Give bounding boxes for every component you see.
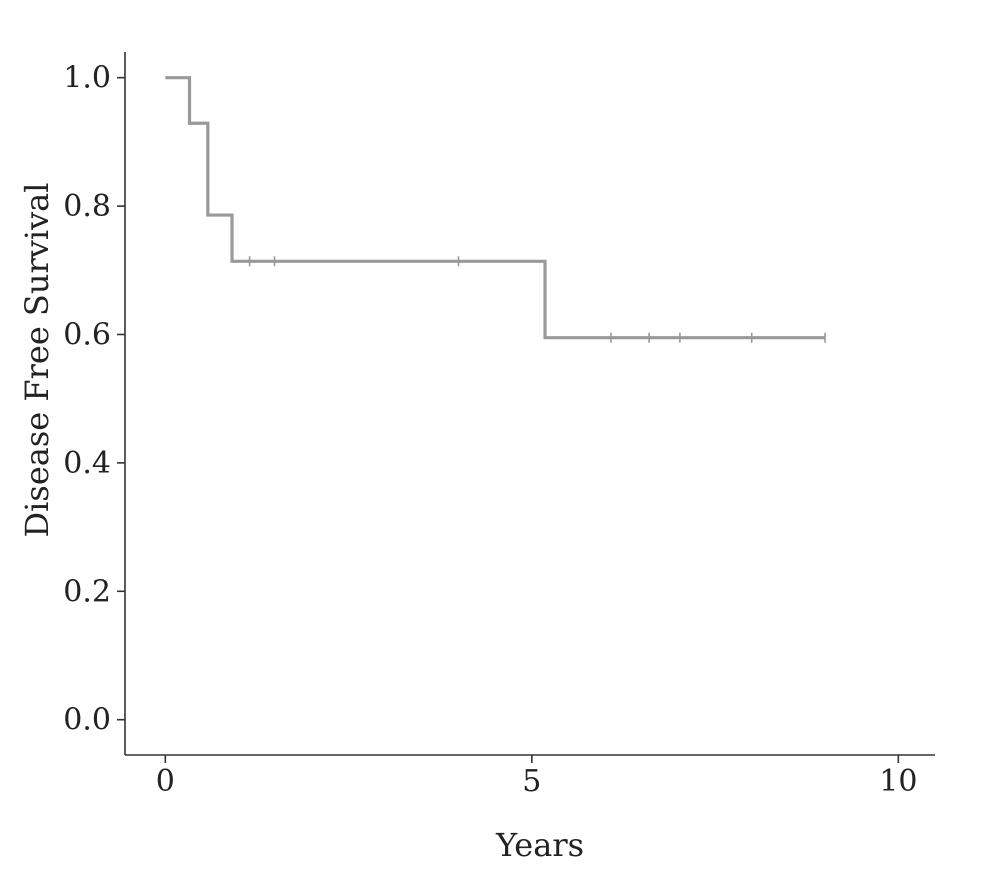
y-tick-label: 0.6	[63, 317, 111, 352]
x-tick-label: 0	[156, 764, 175, 799]
x-axis-title: Years	[495, 826, 584, 864]
x-tick-label: 5	[522, 764, 541, 799]
survival-curve	[165, 76, 826, 340]
y-tick-label: 0.2	[63, 574, 111, 609]
axes: 0.0 0.2 0.4 0.6 0.8 1.0 0 5 10	[63, 52, 935, 799]
x-tick-label: 10	[879, 764, 917, 799]
y-axis-title: Disease Free Survival	[18, 183, 56, 538]
y-tick-label: 0.8	[63, 189, 111, 224]
plot-area	[165, 76, 826, 343]
y-tick-label: 0.0	[63, 703, 111, 738]
y-tick-label: 1.0	[63, 61, 111, 96]
y-tick-label: 0.4	[63, 446, 111, 481]
